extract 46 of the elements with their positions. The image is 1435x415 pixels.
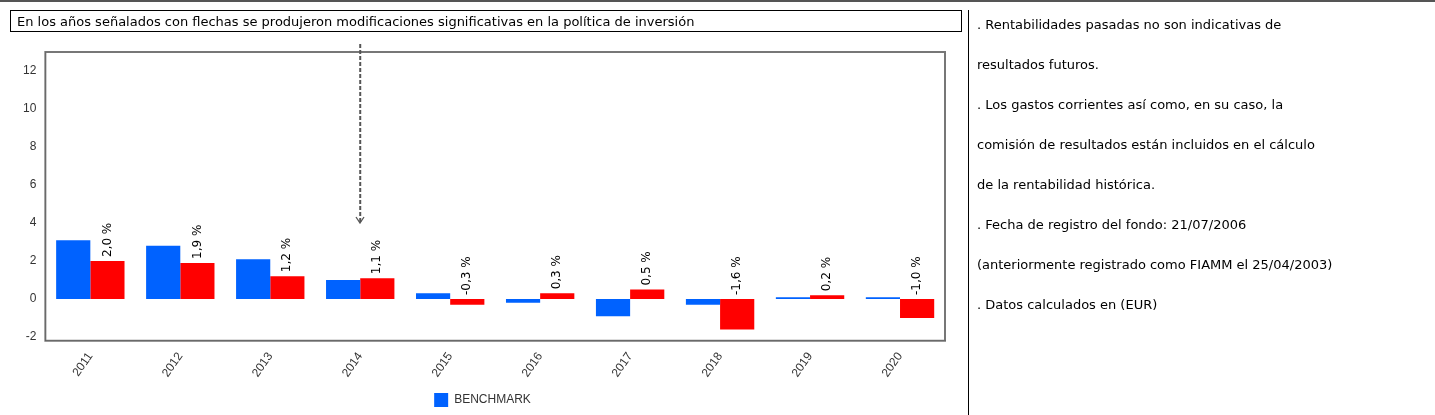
y-tick-label: 10 xyxy=(22,101,37,116)
y-tick-label: 4 xyxy=(29,215,37,230)
bar xyxy=(180,262,215,300)
bar xyxy=(90,261,125,300)
bar xyxy=(326,280,361,300)
bar xyxy=(900,299,935,319)
data-label: 1,1 % xyxy=(369,239,384,275)
bar xyxy=(540,293,575,300)
text: . Rentabilidades pasadas no son indicativas de xyxy=(976,16,1283,34)
bar xyxy=(56,240,91,300)
bar xyxy=(270,276,305,300)
bar xyxy=(450,299,485,305)
text: (anteriormente registrado como FIAMM el 25/04/2003) xyxy=(976,256,1334,274)
data-label: 1,2 % xyxy=(279,237,294,273)
y-tick-label: -2 xyxy=(25,329,37,344)
data-label: 0,2 % xyxy=(819,256,834,292)
y-tick-label: 8 xyxy=(29,139,37,154)
bar xyxy=(685,299,721,305)
text: . Los gastos corrientes así como, en su caso, la xyxy=(976,96,1285,114)
bar xyxy=(595,299,631,317)
text: de la rentabilidad histórica. xyxy=(976,176,1157,194)
bar xyxy=(360,278,395,300)
data-label: -1,6 % xyxy=(729,256,744,296)
data-label: -1,0 % xyxy=(909,256,924,296)
data-label: 2,0 % xyxy=(99,222,114,258)
bar xyxy=(720,299,755,330)
chart-title: En los años señalados con flechas se produjeron modificaciones significativas en la política de inversión xyxy=(10,10,962,32)
bar xyxy=(505,299,541,303)
text: . Datos calculados en (EUR) xyxy=(976,296,1159,314)
text: resultados futuros. xyxy=(976,56,1100,74)
y-tick-label: 2 xyxy=(29,253,37,268)
bar xyxy=(146,245,181,300)
bar xyxy=(236,259,271,300)
data-label: -0,3 % xyxy=(459,256,474,296)
data-label: 0,3 % xyxy=(549,255,564,290)
legend-label: BENCHMARK xyxy=(454,392,531,407)
text: . Fecha de registro del fondo: 21/07/2006 xyxy=(976,216,1248,234)
bar xyxy=(630,289,665,300)
data-label: 1,9 % xyxy=(189,224,204,259)
bar xyxy=(416,293,451,300)
y-tick-label: 12 xyxy=(22,63,37,78)
y-tick-label: 0 xyxy=(29,291,37,306)
y-tick-label: 6 xyxy=(29,177,37,192)
text: comisión de resultados están incluidos en el cálculo xyxy=(976,136,1316,154)
bar xyxy=(810,295,845,300)
data-label: 0,5 % xyxy=(639,251,654,286)
